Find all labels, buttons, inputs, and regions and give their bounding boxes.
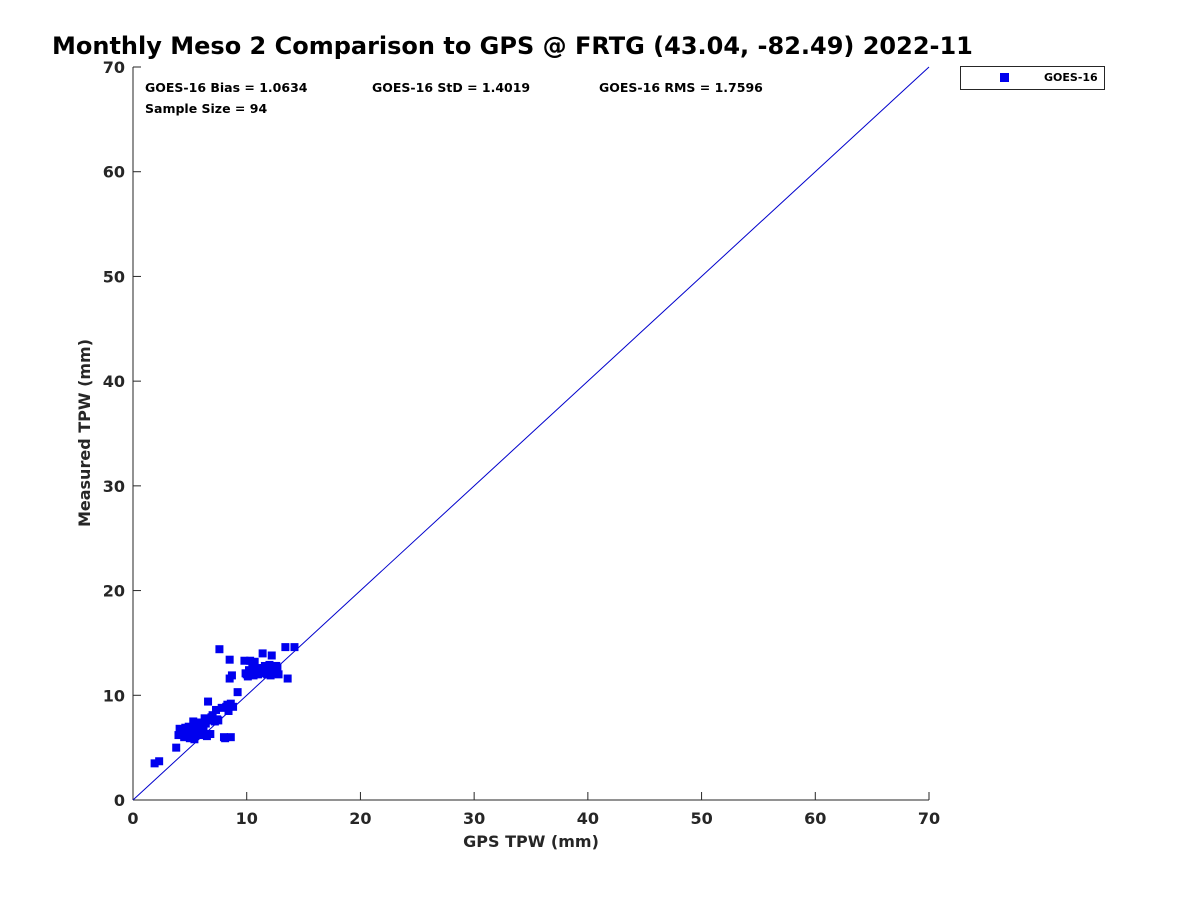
data-point — [258, 649, 267, 658]
y-tick-label: 70 — [103, 58, 125, 77]
data-point — [281, 643, 290, 652]
data-point — [208, 711, 217, 720]
data-point — [207, 716, 216, 725]
data-point — [290, 643, 299, 652]
data-point — [227, 671, 236, 680]
data-point — [191, 719, 200, 728]
y-tick-label: 30 — [103, 477, 125, 496]
data-point — [182, 726, 191, 735]
data-point — [194, 726, 203, 735]
data-point — [265, 660, 274, 669]
data-point — [248, 660, 257, 669]
stat-bias: GOES-16 Bias = 1.0634 — [145, 80, 308, 95]
data-point — [265, 667, 274, 676]
reference-line — [132, 66, 930, 801]
data-point — [241, 669, 250, 678]
data-point — [155, 757, 164, 766]
data-point — [213, 715, 222, 724]
data-point — [206, 730, 215, 739]
x-tick-label: 40 — [577, 809, 599, 828]
legend-box — [960, 66, 1105, 90]
chart-title: Monthly Meso 2 Comparison to GPS @ FRTG … — [52, 32, 973, 60]
data-point — [225, 655, 234, 664]
data-point — [267, 651, 276, 660]
y-tick-label: 50 — [103, 267, 125, 286]
data-point — [223, 700, 232, 709]
data-point — [172, 743, 181, 752]
stat-rms: GOES-16 RMS = 1.7596 — [599, 80, 763, 95]
x-axis-label: GPS TPW (mm) — [463, 832, 599, 851]
data-point — [259, 664, 268, 673]
data-point — [246, 656, 255, 665]
data-point — [199, 727, 208, 736]
data-point — [217, 703, 226, 712]
plot-area: 0 10 20 30 40 50 60 70 0 10 20 30 40 50 60 70 — [103, 58, 940, 828]
data-point — [150, 759, 159, 768]
x-tick-label: 50 — [690, 809, 712, 828]
y-tick-label: 60 — [103, 163, 125, 182]
data-point — [226, 733, 235, 742]
data-point — [184, 722, 193, 731]
stat-sample-size: Sample Size = 94 — [145, 101, 267, 116]
y-tick-label: 0 — [114, 791, 125, 810]
data-point — [272, 661, 281, 670]
legend-marker-square-icon — [1000, 73, 1009, 82]
y-tick-label: 10 — [103, 686, 125, 705]
data-point — [185, 731, 194, 740]
data-point — [221, 734, 230, 743]
data-point — [215, 645, 224, 654]
data-point — [200, 714, 209, 723]
data-point — [283, 674, 292, 683]
x-tick-label: 60 — [804, 809, 826, 828]
x-tick-label: 70 — [918, 809, 940, 828]
stat-std: GOES-16 StD = 1.4019 — [372, 80, 530, 95]
x-tick-label: 0 — [127, 809, 138, 828]
x-tick-label: 20 — [349, 809, 371, 828]
x-tick-label: 30 — [463, 809, 485, 828]
data-point — [186, 726, 195, 735]
data-point — [204, 697, 213, 706]
legend-label-goes-16: GOES-16 — [1044, 71, 1098, 84]
data-point — [190, 735, 199, 744]
data-point — [199, 720, 208, 729]
stats-annotations: GOES-16 Bias = 1.0634 GOES-16 StD = 1.40… — [145, 80, 763, 116]
data-point — [233, 688, 242, 697]
y-axis-label: Measured TPW (mm) — [75, 339, 94, 527]
legend: GOES-16 — [960, 66, 1105, 90]
data-point — [212, 705, 221, 714]
data-point — [224, 706, 233, 715]
data-point — [240, 656, 249, 665]
y-tick-label: 20 — [103, 582, 125, 601]
y-tick-label: 40 — [103, 372, 125, 391]
data-point — [229, 702, 238, 711]
x-tick-label: 10 — [236, 809, 258, 828]
data-point — [274, 670, 283, 679]
